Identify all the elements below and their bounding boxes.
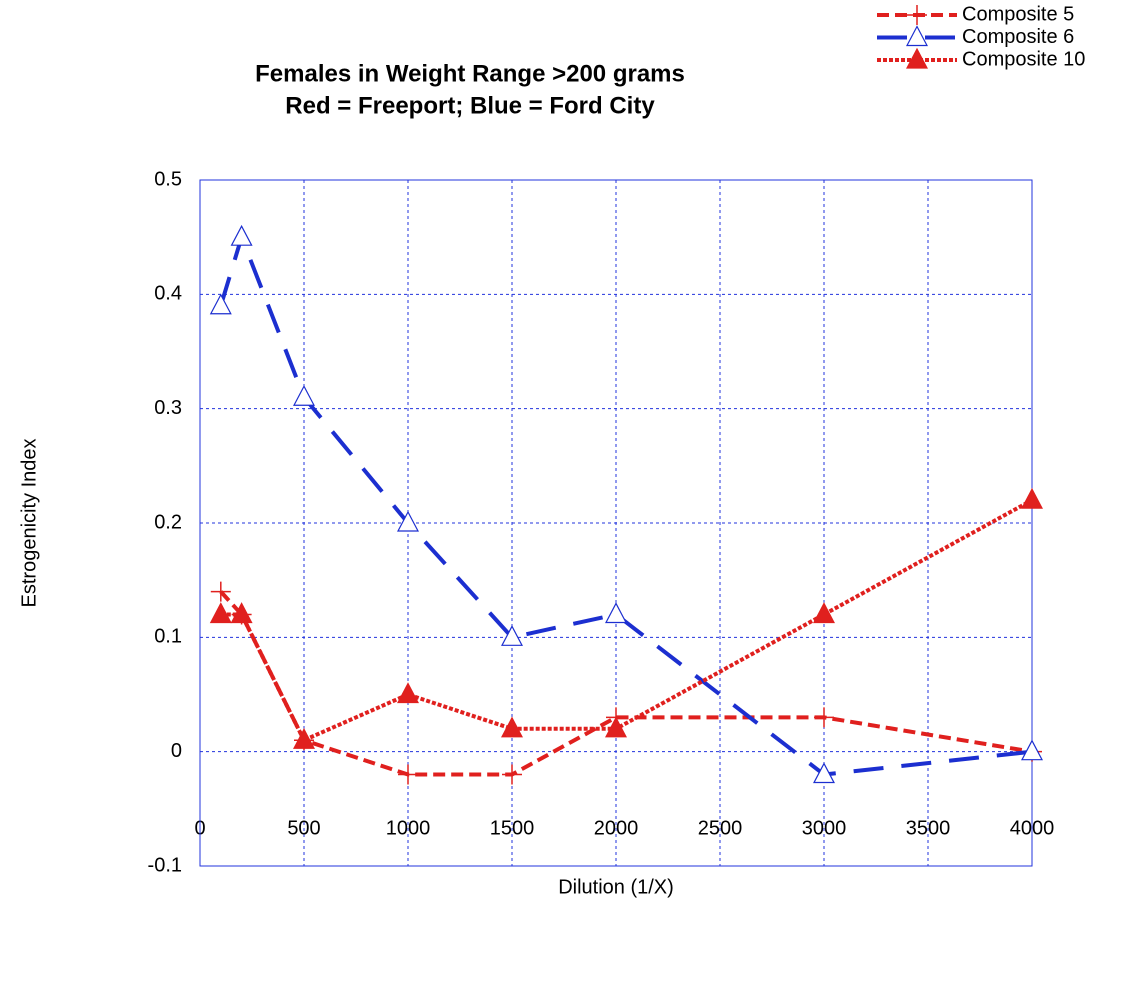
legend-label: Composite 10 bbox=[962, 48, 1085, 70]
data-point bbox=[813, 602, 835, 624]
data-point bbox=[230, 602, 253, 624]
data-point bbox=[501, 625, 523, 646]
y-tick-label: 0.1 bbox=[154, 626, 182, 648]
x-tick-label: 2500 bbox=[698, 817, 743, 839]
data-point bbox=[502, 764, 522, 785]
data-point bbox=[293, 384, 315, 406]
chart-title: Females in Weight Range >200 grams bbox=[255, 60, 685, 87]
data-point bbox=[1021, 739, 1043, 761]
data-point bbox=[605, 602, 627, 624]
y-axis-label: Estrogenicity Index bbox=[18, 439, 40, 608]
data-point bbox=[209, 293, 232, 315]
legend-label: Composite 6 bbox=[962, 26, 1074, 48]
data-point bbox=[230, 224, 253, 246]
data-point bbox=[397, 510, 419, 532]
x-tick-label: 1000 bbox=[386, 817, 431, 839]
series-line bbox=[219, 590, 1033, 777]
data-point bbox=[293, 727, 315, 749]
data-point bbox=[605, 716, 627, 738]
y-tick-label: 0.5 bbox=[154, 168, 182, 190]
data-point bbox=[813, 762, 835, 784]
x-tick-label: 3000 bbox=[802, 817, 847, 839]
series-line bbox=[218, 231, 1033, 777]
legend-label: Composite 5 bbox=[962, 3, 1074, 25]
legend-marker bbox=[906, 25, 928, 47]
data-point bbox=[398, 764, 418, 785]
legend-marker bbox=[906, 47, 928, 69]
chart-subtitle: Red = Freeport; Blue = Ford City bbox=[285, 92, 655, 119]
data-point bbox=[397, 682, 419, 704]
plot-frame bbox=[199, 179, 1033, 867]
x-tick-label: 1500 bbox=[490, 817, 535, 839]
data-point bbox=[1021, 487, 1043, 509]
data-point bbox=[209, 602, 232, 624]
x-tick-label: 2000 bbox=[594, 817, 639, 839]
legend-marker bbox=[907, 5, 927, 25]
y-tick-label: 0.4 bbox=[154, 283, 182, 305]
x-tick-label: 3500 bbox=[906, 817, 951, 839]
data-point bbox=[501, 716, 523, 738]
y-tick-label: 0 bbox=[171, 740, 182, 762]
data-point bbox=[210, 581, 231, 602]
series-line bbox=[220, 498, 1033, 743]
x-tick-label: 500 bbox=[287, 817, 320, 839]
data-point bbox=[814, 707, 834, 728]
y-tick-label: -0.1 bbox=[148, 854, 182, 876]
y-tick-label: 0.2 bbox=[154, 511, 182, 533]
x-axis-label: Dilution (1/X) bbox=[558, 876, 674, 898]
y-tick-label: 0.3 bbox=[154, 397, 182, 419]
